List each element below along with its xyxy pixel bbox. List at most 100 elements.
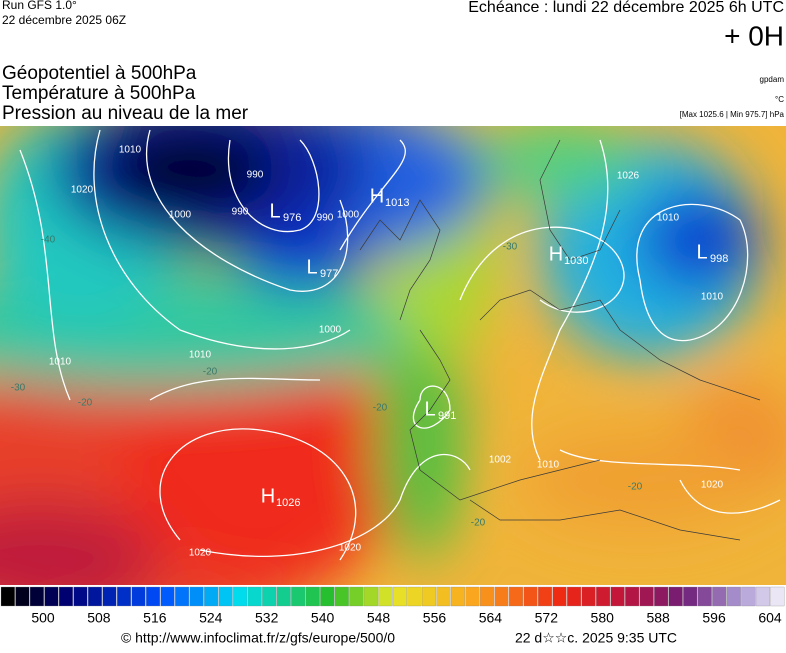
legend-tick: 564 (479, 610, 503, 626)
color-swatch (204, 586, 219, 607)
color-swatch (494, 586, 509, 607)
color-swatch (102, 586, 117, 607)
isobar-label: 1010 (119, 145, 142, 156)
color-swatch (44, 586, 59, 607)
color-swatch (334, 586, 349, 607)
color-swatch (770, 586, 785, 607)
color-swatch (712, 586, 727, 607)
center-value: 1013 (385, 197, 409, 209)
temperature-label: -20 (628, 482, 643, 493)
legend-tick: 524 (199, 610, 223, 626)
center-value: 998 (710, 253, 728, 265)
color-swatch (175, 586, 190, 607)
color-swatch (755, 586, 770, 607)
isobar-label: 1020 (189, 548, 212, 559)
color-swatch (683, 586, 698, 607)
color-swatch (276, 586, 291, 607)
center-letter: H (549, 243, 563, 265)
isobar-label: 1000 (319, 325, 342, 336)
legend-tick: 572 (535, 610, 559, 626)
isobar-label: 1010 (537, 460, 560, 471)
color-swatch (697, 586, 712, 607)
center-letter: L (306, 256, 317, 278)
color-swatch (726, 586, 741, 607)
legend-tick: 548 (367, 610, 391, 626)
color-swatch (291, 586, 306, 607)
color-swatch (73, 586, 88, 607)
color-swatch (450, 586, 465, 607)
legend-tick: 580 (591, 610, 615, 626)
footer-date: 22 d☆☆c. 2025 9:35 UTC (515, 630, 677, 646)
isobar-label: 1010 (189, 350, 212, 361)
color-swatch (538, 586, 553, 607)
color-swatch (625, 586, 640, 607)
color-swatch (596, 586, 611, 607)
isobar-label: 1010 (701, 292, 724, 303)
echeance: Echéance : lundi 22 décembre 2025 6h UTC (468, 0, 784, 16)
center-letter: L (696, 241, 707, 263)
temperature-label: -40 (41, 235, 56, 246)
color-swatch (305, 586, 320, 607)
temperature-label: -20 (78, 398, 93, 409)
isobar-label: 990 (247, 170, 264, 181)
footer-url: © http://www.infoclimat.fr/z/gfs/europe/… (121, 630, 395, 646)
color-swatch (189, 586, 204, 607)
legend-tick: 604 (758, 610, 782, 626)
color-swatch (349, 586, 364, 607)
color-swatch (581, 586, 596, 607)
temperature-label: -30 (11, 383, 26, 394)
color-swatch (233, 586, 248, 607)
color-swatch (87, 586, 102, 607)
legend-tick: 588 (646, 610, 670, 626)
color-swatch (378, 586, 393, 607)
color-swatch (320, 586, 335, 607)
title-2: Température à 500hPa (2, 83, 196, 104)
color-swatch (131, 586, 146, 607)
color-swatch (523, 586, 538, 607)
color-swatch (567, 586, 582, 607)
title-3: Pression au niveau de la mer (2, 103, 249, 124)
isobar-label: 1026 (617, 171, 640, 182)
isobar-label: 1020 (339, 543, 362, 554)
color-swatch (479, 586, 494, 607)
isobar-label: 990 (232, 207, 249, 218)
unit-pressure: [Max 1025.6 | Min 975.7] hPa (680, 110, 785, 119)
color-swatch (741, 586, 756, 607)
center-value: 976 (283, 212, 301, 224)
color-swatch (116, 586, 132, 607)
run-date: 22 décembre 2025 06Z (2, 13, 126, 27)
temperature-label: -20 (203, 367, 218, 378)
legend-tick: 556 (423, 610, 447, 626)
temperature-label: -20 (373, 403, 388, 414)
colorbar: 500 508 516 524 532 540 548 556 564 572 580 588 596 6… (0, 586, 785, 626)
color-swatch (160, 586, 175, 607)
color-swatch (0, 586, 15, 607)
color-swatch (407, 586, 422, 607)
color-swatch (436, 586, 451, 607)
isobar-label: 1010 (49, 357, 72, 368)
unit-temperature: °C (775, 95, 784, 104)
isobar-label: 990 (317, 213, 334, 224)
title-1: Géopotentiel à 500hPa (2, 63, 197, 84)
legend-tick: 516 (143, 610, 167, 626)
center-value: 977 (320, 268, 338, 280)
isobar-label: 1010 (657, 213, 680, 224)
color-swatch (58, 586, 73, 607)
color-swatch (247, 586, 262, 607)
unit-geopotential: gpdam (760, 75, 785, 84)
center-value: 1026 (276, 497, 300, 509)
color-swatch (146, 586, 161, 607)
color-swatch (654, 586, 669, 607)
legend-tick: 596 (702, 610, 726, 626)
color-swatch (668, 586, 683, 607)
center-letter: H (370, 185, 384, 207)
center-value: 991 (438, 410, 456, 422)
center-letter: H (261, 485, 275, 507)
center-value: 1030 (564, 255, 588, 267)
legend-tick: 500 (31, 610, 55, 626)
isobar-label: 1020 (701, 480, 724, 491)
color-swatch (465, 586, 480, 607)
color-swatch (610, 586, 625, 607)
